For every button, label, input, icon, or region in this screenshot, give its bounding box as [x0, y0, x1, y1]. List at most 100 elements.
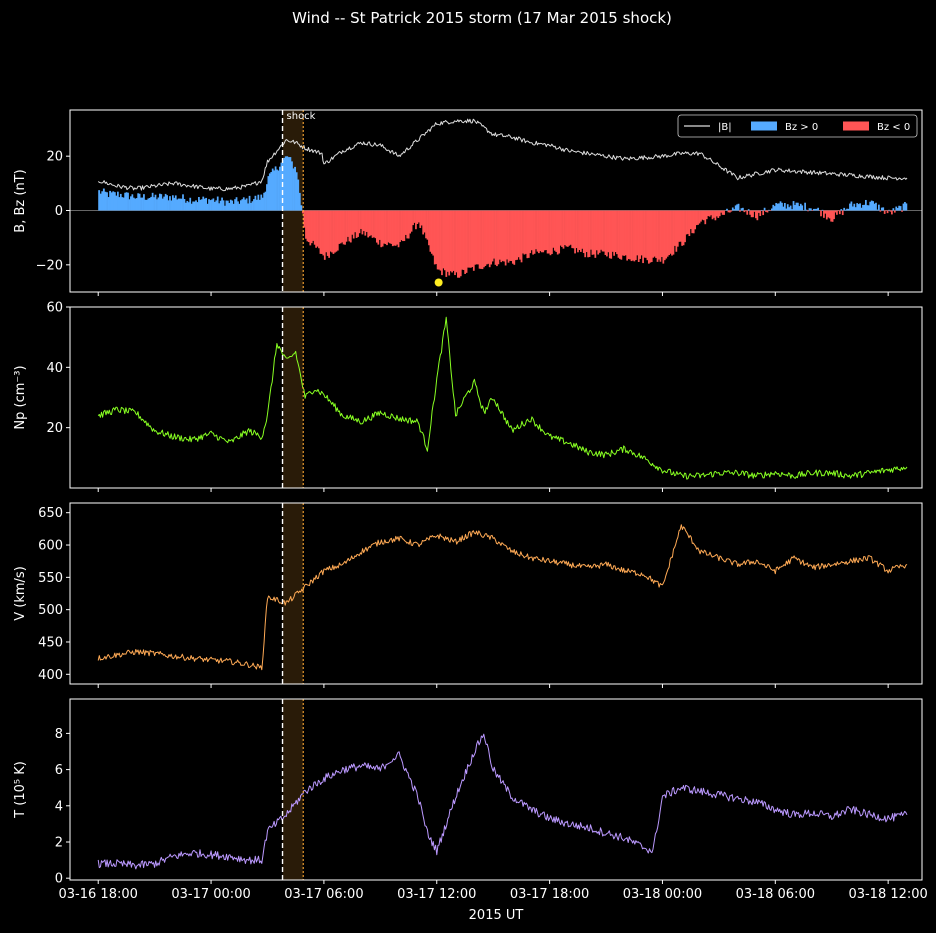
axes-frame: [69, 109, 923, 293]
bz-fill-bar: [390, 210, 393, 244]
bz-fill-bar: [173, 197, 176, 211]
bz-fill-bar: [461, 210, 464, 270]
bz-fill-bar: [494, 210, 497, 265]
bz-fill-bar: [904, 202, 906, 211]
bz-fill-bar: [552, 210, 555, 248]
bz-fill-bar: [606, 210, 608, 257]
bz-fill-bar: [575, 210, 578, 249]
bz-fill-bar: [880, 207, 883, 211]
bz-fill-bar: [381, 210, 384, 247]
bz-fill-bar: [568, 210, 571, 246]
bz-fill-bar: [185, 202, 187, 211]
bz-fill-bar: [812, 208, 815, 211]
bz-fill-bar: [410, 210, 413, 232]
bz-fill-bar: [616, 210, 618, 255]
bz-fill-bar: [196, 202, 199, 211]
bz-fill-bar: [715, 210, 718, 217]
bz-fill-bar: [292, 168, 295, 211]
legend-label: |B|: [718, 122, 732, 133]
bz-fill-bar: [449, 210, 452, 272]
bz-fill-bar: [876, 209, 879, 211]
bz-fill-bar: [287, 157, 290, 211]
bz-fill-bar: [426, 210, 429, 240]
bz-fill-bar: [704, 210, 707, 225]
bz-fill-bar: [601, 210, 604, 252]
bz-fill-bar: [166, 195, 168, 211]
bz-fill-bar: [245, 198, 248, 211]
bz-fill-bar: [321, 210, 323, 254]
bz-fill-bar: [211, 199, 213, 211]
bz-fill-bar: [232, 203, 235, 211]
shock-window: [282, 307, 304, 488]
bz-fill-bar: [273, 170, 276, 211]
bz-fill-bar: [416, 210, 419, 224]
bz-fill-bar: [345, 210, 348, 242]
bz-fill-bar: [483, 210, 485, 268]
bz-fill-bar: [377, 210, 380, 245]
bz-fill-bar: [768, 209, 770, 211]
bz-fill-bar: [235, 197, 238, 211]
bz-fill-bar: [799, 203, 802, 211]
bz-fill-bar: [634, 210, 637, 261]
bz-fill-bar: [697, 210, 699, 225]
bz-fill-bar: [825, 210, 828, 220]
bz-fill-bar: [834, 210, 837, 213]
bz-fill-bar: [590, 210, 592, 250]
bz-fill-bar: [286, 156, 289, 211]
bz-fill-bar: [643, 210, 646, 258]
bz-fill-bar: [234, 199, 236, 211]
bz-fill-bar: [782, 206, 785, 211]
bz-fill-bar: [412, 210, 414, 226]
bz-fill-bar: [190, 203, 193, 211]
bz-fill-bar: [647, 210, 650, 264]
bz-fill-bar: [241, 199, 244, 211]
bz-fill-bar: [443, 210, 446, 271]
bz-fill-bar: [562, 210, 565, 249]
bz-fill-bar: [141, 197, 144, 211]
bz-fill-bar: [702, 210, 705, 221]
bz-fill-bar: [710, 210, 712, 216]
bz-fill-bar: [303, 210, 306, 228]
bz-fill-bar: [228, 203, 231, 211]
bz-fill-bar: [475, 210, 478, 265]
bz-fill-bar: [789, 205, 792, 211]
bz-fill-bar: [309, 210, 312, 246]
bz-fill-bar: [623, 210, 626, 256]
bz-fill-bar: [867, 205, 870, 211]
bz-fill-bar: [600, 210, 602, 250]
bz-fill-bar: [294, 166, 296, 211]
y-tick-label: 600: [38, 539, 63, 554]
bz-fill-bar: [514, 210, 517, 261]
panel-velocity: 400 450 500 550 600 650 V (km/s): [13, 502, 923, 688]
bz-fill-bar: [433, 210, 436, 265]
bz-fill-bar: [334, 210, 336, 253]
bz-fill-bar: [733, 209, 736, 211]
x-tick-label: 03-17 00:00: [171, 887, 250, 902]
bz-fill-bar: [872, 201, 874, 211]
bz-fill-bar: [148, 197, 151, 211]
bz-fill-bar: [471, 210, 474, 268]
bz-fill-bar: [614, 210, 617, 253]
bz-fill-bar: [176, 199, 179, 211]
bz-fill-bar: [574, 210, 576, 254]
bz-fill-bar: [113, 192, 116, 211]
bz-fill-bar: [792, 201, 795, 211]
bz-fill-bar: [581, 210, 584, 249]
bz-fill-bar: [577, 210, 579, 253]
bz-fill-bar: [720, 210, 723, 213]
bz-fill-bar: [170, 200, 173, 211]
bz-fill-bar: [689, 210, 692, 230]
x-tick-label: 03-17 12:00: [397, 887, 476, 902]
bz-fill-bar: [723, 210, 725, 215]
bz-fill-bar: [325, 210, 328, 253]
bz-fill-bar: [318, 210, 320, 249]
bz-fill-bar: [649, 210, 652, 263]
bz-fill-bar: [323, 210, 326, 260]
y-tick-label: 8: [55, 727, 63, 742]
bz-fill-bar: [823, 210, 825, 218]
bz-fill-bar: [467, 210, 469, 268]
bz-fill-bar: [760, 209, 763, 211]
bz-fill-bar: [497, 210, 500, 265]
bz-fill-bar: [810, 208, 812, 211]
bz-fill-bar: [270, 172, 273, 211]
